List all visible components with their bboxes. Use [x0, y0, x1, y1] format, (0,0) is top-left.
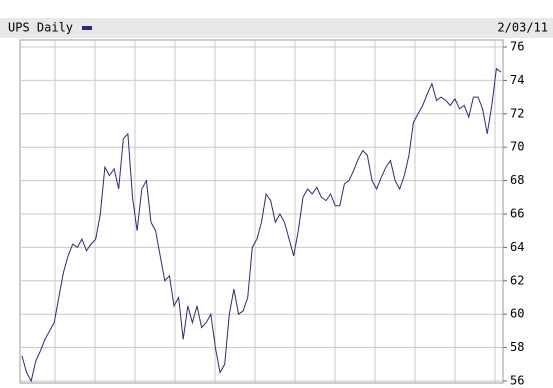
legend-swatch	[82, 26, 92, 30]
y-tick-label: 68	[510, 173, 524, 187]
header-bar	[0, 18, 553, 38]
y-tick-label: 58	[510, 340, 524, 354]
y-tick-label: 60	[510, 307, 524, 321]
date-label: 2/03/11	[497, 21, 548, 35]
y-tick-label: 56	[510, 374, 524, 388]
y-tick-label: 72	[510, 106, 524, 120]
price-line	[21, 67, 502, 383]
y-tick-label: 76	[510, 40, 524, 54]
legend-label: UPS Daily	[8, 21, 73, 35]
y-tick-label: 66	[510, 207, 524, 221]
y-tick-label: 70	[510, 140, 524, 154]
y-tick-label: 64	[510, 240, 524, 254]
y-tick-label: 74	[510, 73, 524, 87]
plot-frame	[19, 39, 504, 384]
y-tick-label: 62	[510, 273, 524, 287]
